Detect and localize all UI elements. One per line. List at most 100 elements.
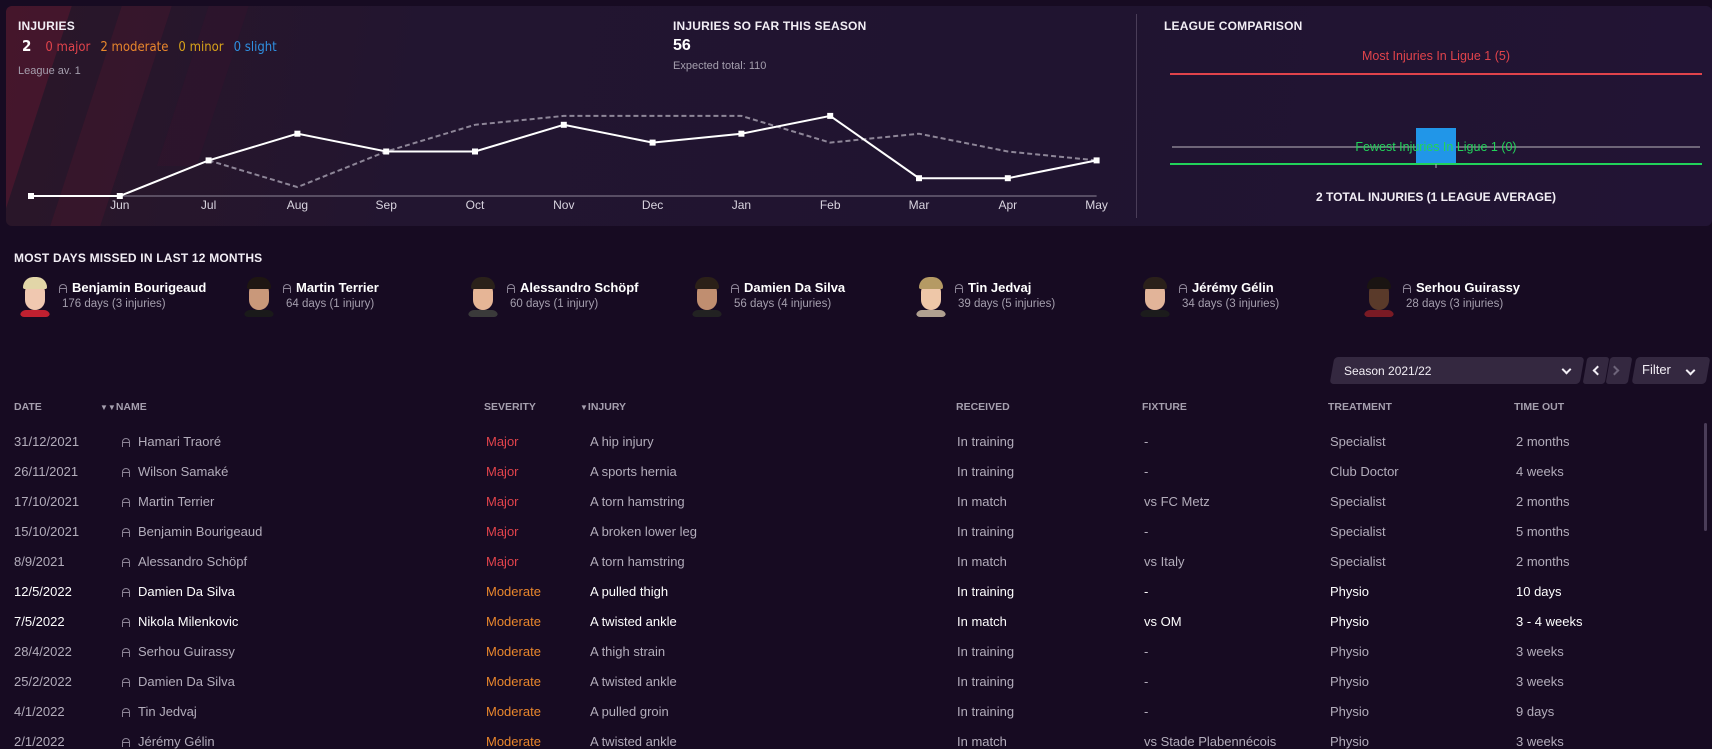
player-card[interactable]: Damien Da Silva 56 days (4 injuries) bbox=[692, 277, 845, 317]
cell-date: 7/5/2022 bbox=[14, 614, 65, 629]
cell-name[interactable]: Alessandro Schöpf bbox=[121, 554, 247, 569]
avatar-hair bbox=[23, 277, 47, 289]
data-point[interactable] bbox=[738, 130, 745, 137]
column-header-received[interactable]: RECEIVED bbox=[956, 401, 1010, 413]
data-point[interactable] bbox=[116, 193, 123, 199]
cell-received: In match bbox=[957, 494, 1007, 509]
data-point[interactable] bbox=[383, 148, 390, 155]
month-tick-label: Oct bbox=[466, 198, 485, 212]
cell-name-label: Damien Da Silva bbox=[138, 584, 235, 599]
cell-name[interactable]: Hamari Traoré bbox=[121, 434, 221, 449]
player-card[interactable]: Serhou Guirassy 28 days (3 injuries) bbox=[1364, 277, 1520, 317]
cell-name[interactable]: Nikola Milenkovic bbox=[121, 614, 238, 629]
table-row[interactable]: 15/10/2021 Benjamin Bourigeaud Major A brok… bbox=[0, 517, 1700, 547]
player-avatar bbox=[468, 277, 498, 317]
month-tick-label: Apr bbox=[998, 198, 1017, 212]
cell-treatment: Club Doctor bbox=[1330, 464, 1399, 479]
table-row[interactable]: 28/4/2022 Serhou Guirassy Moderate A thigh … bbox=[0, 637, 1700, 667]
cell-fixture: - bbox=[1144, 704, 1149, 719]
player-days-missed: 176 days (3 injuries) bbox=[62, 298, 166, 310]
data-point[interactable] bbox=[916, 175, 922, 182]
data-point[interactable] bbox=[294, 130, 301, 137]
player-card[interactable]: Alessandro Schöpf 60 days (1 injury) bbox=[468, 277, 638, 317]
cell-name[interactable]: Jérémy Gélin bbox=[121, 734, 215, 749]
data-point[interactable] bbox=[1004, 175, 1011, 182]
player-card[interactable]: Martin Terrier 64 days (1 injury) bbox=[244, 277, 379, 317]
cell-time-out: 9 days bbox=[1516, 704, 1555, 719]
column-header-severity[interactable]: SEVERITY bbox=[484, 401, 536, 413]
player-name-label: Serhou Guirassy bbox=[1416, 280, 1521, 295]
cell-severity: Moderate bbox=[486, 584, 541, 599]
cell-injury: A twisted ankle bbox=[590, 614, 677, 629]
player-avatar bbox=[916, 277, 946, 317]
player-name[interactable]: Jérémy Gélin bbox=[1178, 280, 1279, 295]
cell-name[interactable]: Martin Terrier bbox=[121, 494, 214, 509]
player-card-text: Tin Jedvaj 39 days (5 injuries) bbox=[954, 280, 1055, 310]
column-header-date[interactable]: DATE bbox=[14, 401, 42, 413]
cell-name-label: Damien Da Silva bbox=[138, 674, 235, 689]
data-point[interactable] bbox=[649, 139, 656, 146]
avatar-shirt bbox=[1364, 310, 1394, 317]
cell-name[interactable]: Serhou Guirassy bbox=[121, 644, 235, 659]
month-tick-label: Jan bbox=[732, 198, 751, 212]
player-card[interactable]: Tin Jedvaj 39 days (5 injuries) bbox=[916, 277, 1055, 317]
avatar-face bbox=[697, 283, 717, 310]
player-card[interactable]: Jérémy Gélin 34 days (3 injuries) bbox=[1140, 277, 1279, 317]
data-point[interactable] bbox=[560, 121, 567, 128]
table-scrollbar[interactable] bbox=[1704, 423, 1707, 531]
table-row[interactable]: 2/1/2022 Jérémy Gélin Moderate A twisted an… bbox=[0, 727, 1700, 749]
table-row[interactable]: 12/5/2022 Damien Da Silva Moderate A pulled… bbox=[0, 577, 1700, 607]
player-name[interactable]: Martin Terrier bbox=[282, 280, 379, 295]
table-row[interactable]: 25/2/2022 Damien Da Silva Moderate A twiste… bbox=[0, 667, 1700, 697]
cell-severity: Moderate bbox=[486, 674, 541, 689]
table-row[interactable]: 31/12/2021 Hamari Traoré Major A hip injury… bbox=[0, 427, 1700, 457]
cell-name[interactable]: Damien Da Silva bbox=[121, 584, 235, 599]
cell-time-out: 3 - 4 weeks bbox=[1516, 614, 1583, 629]
cell-date: 25/2/2022 bbox=[14, 674, 72, 689]
cell-date: 26/11/2021 bbox=[14, 464, 79, 479]
player-days-missed: 56 days (4 injuries) bbox=[734, 298, 832, 310]
table-row[interactable]: 26/11/2021 Wilson Samaké Major A sports her… bbox=[0, 457, 1700, 487]
cell-received: In training bbox=[957, 584, 1015, 599]
cell-severity: Major bbox=[486, 554, 519, 569]
table-row[interactable]: 17/10/2021 Martin Terrier Major A torn hams… bbox=[0, 487, 1700, 517]
data-point[interactable] bbox=[472, 148, 478, 155]
cell-name[interactable]: Tin Jedvaj bbox=[121, 704, 197, 719]
cell-name[interactable]: Damien Da Silva bbox=[121, 674, 235, 689]
data-point[interactable] bbox=[1093, 157, 1100, 164]
cell-received: In match bbox=[957, 554, 1007, 569]
table-row[interactable]: 7/5/2022 Nikola Milenkovic Moderate A twist… bbox=[0, 607, 1700, 637]
cell-severity: Moderate bbox=[486, 644, 541, 659]
cell-time-out: 3 weeks bbox=[1516, 644, 1564, 659]
player-name[interactable]: Serhou Guirassy bbox=[1402, 280, 1520, 295]
table-row[interactable]: 8/9/2021 Alessandro Schöpf Major A torn ham… bbox=[0, 547, 1700, 577]
cell-treatment: Physio bbox=[1330, 584, 1370, 599]
cell-name-label: Tin Jedvaj bbox=[138, 704, 197, 719]
person-icon bbox=[730, 283, 740, 293]
player-name[interactable]: Damien Da Silva bbox=[730, 280, 845, 295]
sort-descending-icon: ▼▼ bbox=[100, 403, 116, 412]
player-name[interactable]: Tin Jedvaj bbox=[954, 280, 1055, 295]
cell-name[interactable]: Benjamin Bourigeaud bbox=[121, 524, 262, 539]
cell-time-out: 2 months bbox=[1516, 554, 1570, 569]
column-header-fixture[interactable]: FIXTURE bbox=[1142, 401, 1187, 413]
cell-severity: Moderate bbox=[486, 704, 541, 719]
player-avatar bbox=[1364, 277, 1394, 317]
cell-injury: A pulled thigh bbox=[590, 584, 669, 599]
player-name[interactable]: Benjamin Bourigeaud bbox=[58, 280, 206, 295]
data-point[interactable] bbox=[205, 157, 212, 164]
cell-fixture: - bbox=[1144, 524, 1149, 539]
column-header-injury[interactable]: ▼INJURY bbox=[580, 401, 626, 413]
data-point[interactable] bbox=[827, 112, 834, 119]
table-row[interactable]: 4/1/2022 Tin Jedvaj Moderate A pulled groin… bbox=[0, 697, 1700, 727]
cell-name[interactable]: Wilson Samaké bbox=[121, 464, 228, 479]
column-header-name[interactable]: ▼▼NAME bbox=[100, 401, 147, 413]
cell-received: In training bbox=[957, 464, 1015, 479]
data-point[interactable] bbox=[28, 193, 34, 199]
cell-received: In training bbox=[957, 644, 1015, 659]
player-name[interactable]: Alessandro Schöpf bbox=[506, 280, 638, 295]
avatar-hair bbox=[471, 277, 495, 289]
column-header-treatment[interactable]: TREATMENT bbox=[1328, 401, 1392, 413]
player-card[interactable]: Benjamin Bourigeaud 176 days (3 injuries) bbox=[20, 277, 206, 317]
column-header-time-out[interactable]: TIME OUT bbox=[1514, 401, 1565, 413]
